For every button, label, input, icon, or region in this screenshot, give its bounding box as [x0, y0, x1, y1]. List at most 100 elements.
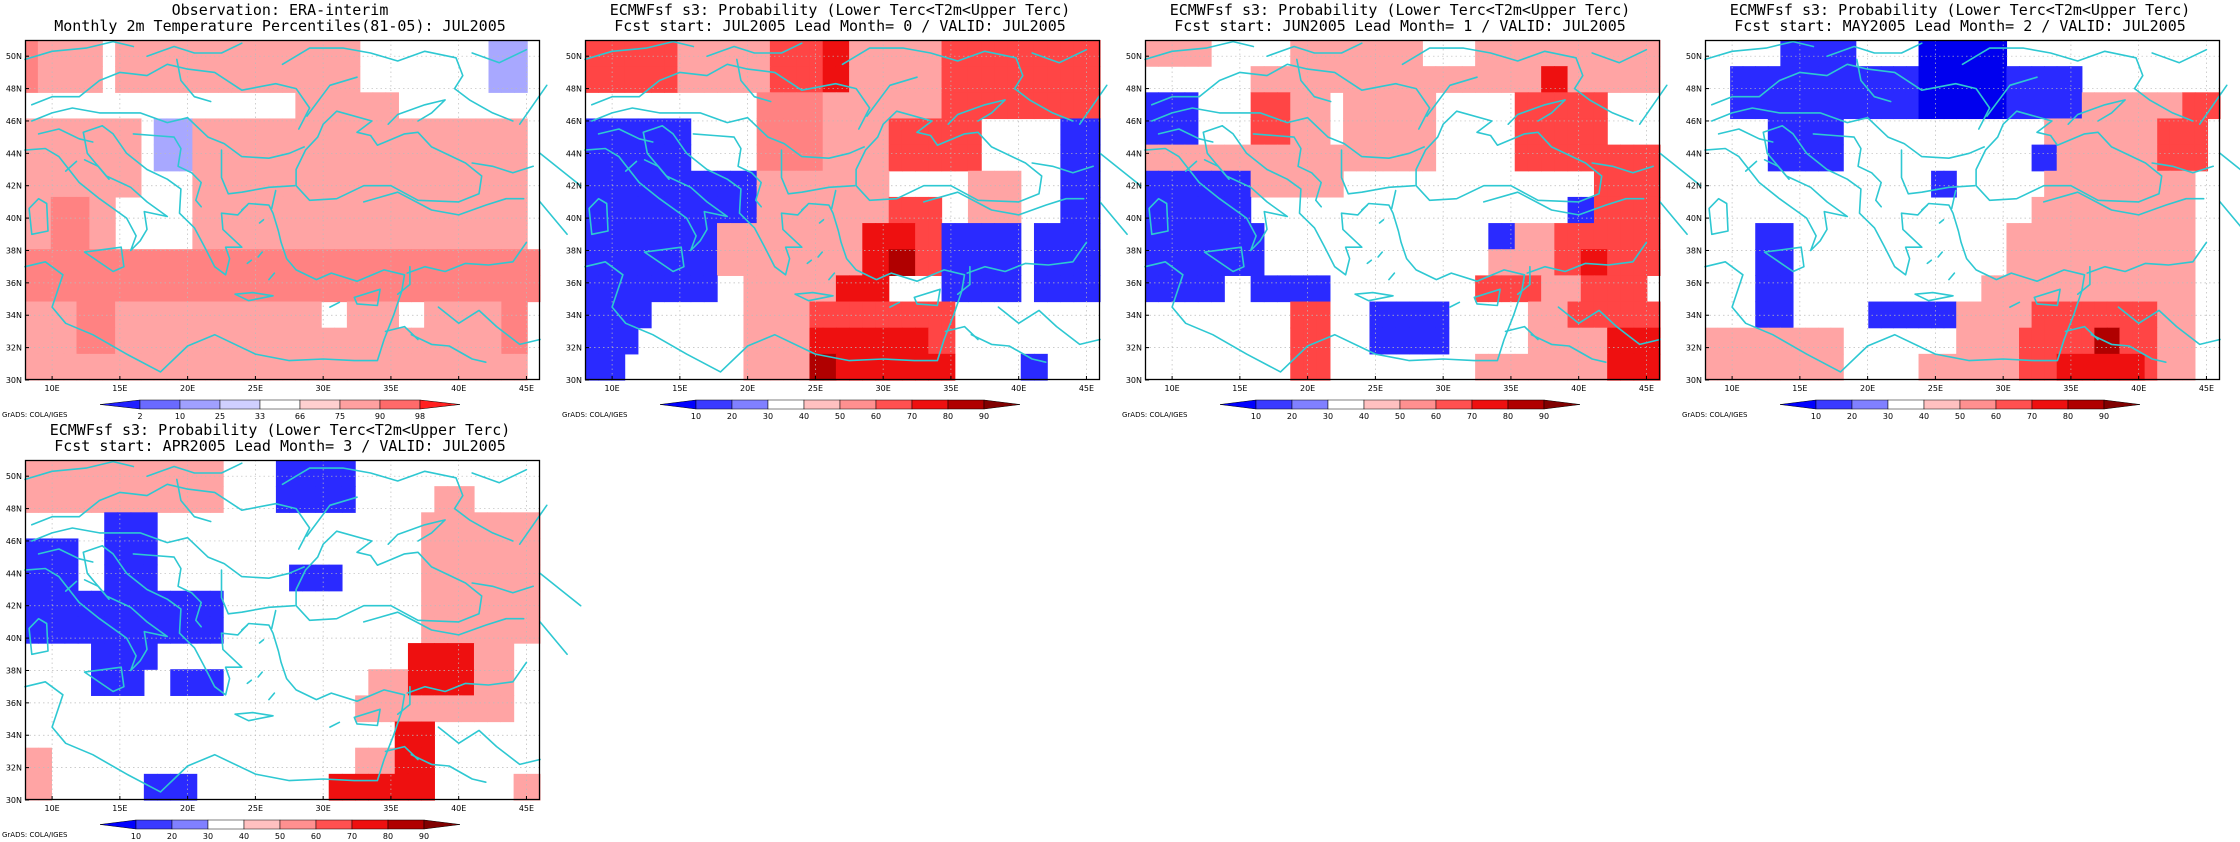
- x-tick-label: 25E: [808, 384, 823, 393]
- colorbar-swatch: [1435, 399, 1473, 410]
- grid-cell: [1943, 40, 1957, 67]
- coastlines: [24, 40, 582, 373]
- grid-cell: [38, 486, 53, 513]
- colorbar-swatch: [911, 399, 949, 410]
- grid-cell: [1211, 170, 1225, 198]
- grid-cell: [1780, 327, 1794, 355]
- grid-cell: [2182, 301, 2196, 329]
- grid-cell: [915, 223, 929, 250]
- grid-cell: [2081, 92, 2095, 120]
- grid-cell: [63, 327, 78, 355]
- grid-cell: [1158, 196, 1173, 224]
- grid-cell: [2044, 223, 2058, 250]
- x-tick-label: 45E: [519, 384, 534, 393]
- grid-cell: [1633, 223, 1648, 250]
- grid-cell: [140, 40, 155, 67]
- grid-cell: [424, 249, 438, 276]
- colorbar-swatch: [875, 399, 913, 410]
- coastline: [437, 306, 541, 346]
- grid-cell: [2157, 92, 2171, 120]
- grid-cell: [394, 747, 409, 775]
- colorbar-swatch: [1327, 399, 1365, 410]
- grid-cell: [611, 327, 626, 355]
- grid-cell: [2056, 223, 2070, 250]
- grid-cell: [1620, 353, 1635, 381]
- coastline: [1377, 251, 1383, 258]
- grid-cell: [50, 249, 65, 276]
- colorbar-swatch: [299, 399, 341, 410]
- coastline: [1078, 84, 1108, 125]
- grid-cell: [981, 275, 995, 303]
- coastline: [241, 204, 249, 211]
- grid-cell: [269, 275, 284, 303]
- grid-cell: [690, 40, 705, 67]
- grid-cell: [2144, 223, 2158, 250]
- colorbar-swatch: [1923, 399, 1961, 410]
- grid-cell: [501, 66, 515, 93]
- grid-cell: [901, 301, 916, 329]
- grid-cell: [1593, 66, 1608, 93]
- grid-cell: [954, 40, 969, 67]
- colorbar-swatch: [423, 819, 461, 830]
- coastline: [1812, 133, 1882, 208]
- grid-cell: [1073, 223, 1088, 250]
- grid-cell: [915, 301, 929, 329]
- shaded-grid: [1705, 40, 2221, 381]
- grid-cell: [115, 66, 129, 93]
- coastline: [1340, 149, 1416, 195]
- grid-cell: [460, 512, 475, 540]
- coastline: [37, 548, 94, 563]
- grid-cell: [756, 170, 771, 198]
- grid-cell: [1488, 249, 1503, 276]
- coastline: [1763, 159, 1790, 180]
- grid-cell: [849, 249, 863, 276]
- grid-cell: [25, 301, 39, 329]
- grid-cell: [434, 695, 449, 723]
- grid-cell: [1818, 353, 1832, 381]
- grid-cell: [269, 40, 284, 67]
- grid-cell: [1767, 301, 1781, 329]
- grid-cell: [1580, 275, 1595, 303]
- grid-cell: [321, 92, 335, 120]
- grid-cell: [1263, 92, 1278, 120]
- grid-cell: [308, 301, 322, 329]
- grid-cell: [862, 327, 877, 355]
- grid-cell: [513, 773, 528, 801]
- grid-cell: [1303, 118, 1318, 146]
- grid-cell: [218, 301, 232, 329]
- grid-cell: [1158, 275, 1173, 303]
- colorbar-label: 98: [415, 412, 425, 421]
- grid-cell: [1527, 301, 1542, 329]
- coastline: [241, 624, 249, 631]
- coastline: [1426, 76, 1478, 117]
- grid-cell: [1224, 223, 1239, 250]
- grid-cell: [102, 196, 116, 224]
- grid-cell: [488, 353, 502, 381]
- grid-cell: [1290, 66, 1305, 93]
- grid-cell: [424, 353, 438, 381]
- coastline: [1296, 58, 1332, 103]
- grid-cell: [1171, 170, 1186, 198]
- grid-cell: [500, 538, 515, 566]
- grid-cell: [514, 66, 528, 93]
- grid-cell: [1918, 301, 1932, 329]
- grid-cell: [677, 118, 692, 146]
- grid-cell: [475, 223, 490, 250]
- coastline: [1856, 58, 1892, 103]
- grid-cell: [243, 118, 258, 146]
- grid-cell: [1303, 170, 1318, 198]
- x-tick-label: 25E: [1928, 384, 1943, 393]
- grid-cell: [1633, 66, 1648, 93]
- x-tick-label: 15E: [1232, 384, 1247, 393]
- grid-cell: [901, 223, 916, 250]
- grid-cell: [275, 460, 290, 487]
- grid-cell: [1905, 92, 1920, 120]
- coastline: [1157, 128, 1214, 143]
- y-tick-label: 46N: [6, 537, 22, 546]
- grid-cell: [2081, 170, 2095, 198]
- grid-cell: [2081, 327, 2095, 355]
- grid-cell: [862, 275, 877, 303]
- coastline: [801, 204, 809, 211]
- coastline: [329, 301, 341, 308]
- colorbar-label: 60: [311, 832, 321, 841]
